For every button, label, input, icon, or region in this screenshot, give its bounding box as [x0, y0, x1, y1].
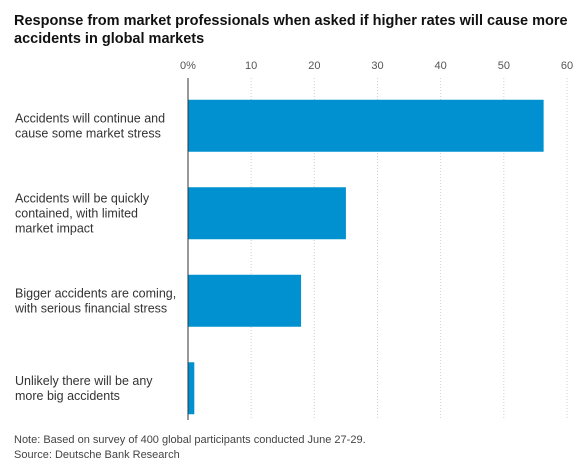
category-labels: Accidents will continue and cause some ma… — [14, 111, 176, 403]
x-tick-label: 0% — [180, 60, 196, 72]
bar — [188, 187, 346, 240]
category-label-line: Bigger accidents are coming, — [15, 286, 176, 300]
category-label: Unlikely there will be any more big accid… — [15, 374, 153, 403]
category-label-line: cause some market stress — [15, 126, 161, 140]
category-label: Bigger accidents are coming, with serious… — [14, 286, 176, 315]
note-text: Note: Based on survey of 400 global part… — [14, 434, 366, 446]
category-label: Accidents will continue and cause some ma… — [15, 111, 165, 140]
bar — [188, 274, 302, 327]
category-label-line: contained, with limited — [15, 206, 138, 220]
x-tick-label: 10 — [245, 60, 257, 72]
category-label-line: more big accidents — [15, 389, 120, 403]
x-axis-tick-labels: 0% 10 20 30 40 50 60 — [180, 60, 573, 72]
x-tick-label: 50 — [498, 60, 510, 72]
bar — [188, 362, 195, 415]
category-label-line: with serious financial stress — [14, 301, 167, 315]
category-label-line: Accidents will be quickly — [15, 191, 150, 205]
source-text: Source: Deutsche Bank Research — [14, 449, 180, 461]
x-tick-label: 20 — [308, 60, 320, 72]
x-tick-label: 60 — [561, 60, 573, 72]
x-tick-label: 30 — [371, 60, 383, 72]
chart-title: Response from market professionals when … — [14, 13, 568, 47]
category-label-line: Unlikely there will be any — [15, 374, 153, 388]
bar — [188, 99, 544, 152]
category-label: Accidents will be quickly contained, with… — [15, 191, 150, 235]
category-label-line: Accidents will continue and — [15, 111, 165, 125]
bars — [188, 99, 544, 415]
footnote: Note: Based on survey of 400 global part… — [14, 433, 366, 463]
category-label-line: market impact — [15, 221, 94, 235]
x-tick-label: 40 — [435, 60, 447, 72]
